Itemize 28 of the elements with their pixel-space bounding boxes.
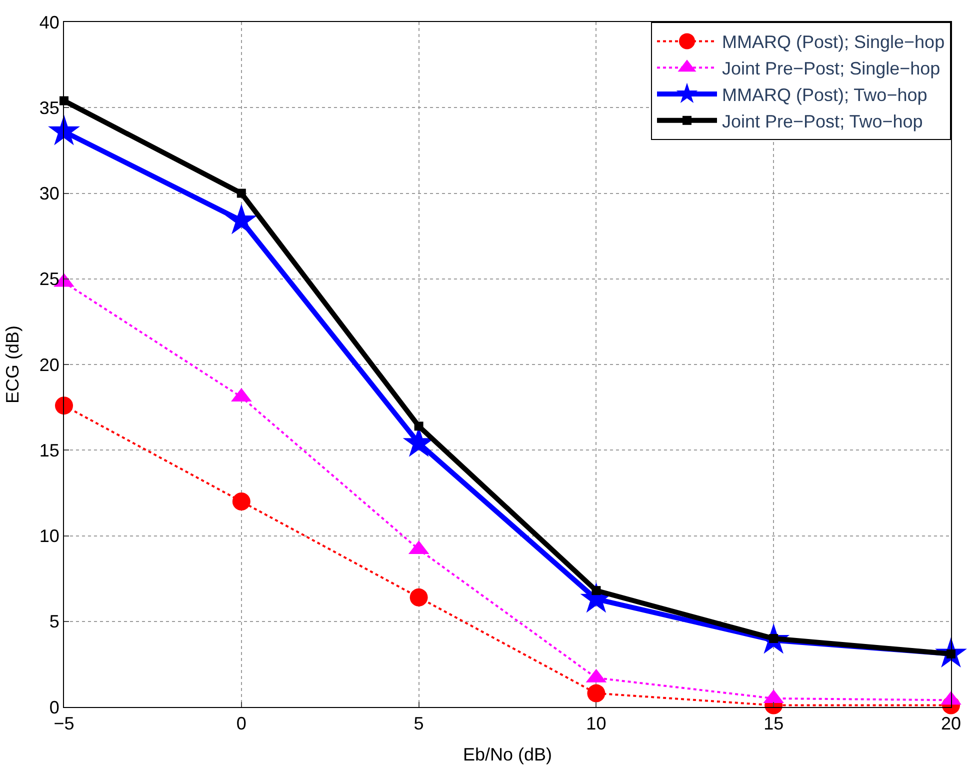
y-tick-label: 5 [49, 612, 60, 632]
y-tick-label: 25 [39, 269, 60, 290]
y-tick-label: 30 [39, 184, 60, 204]
x-tick-label: 5 [414, 714, 424, 734]
point [48, 114, 80, 146]
x-tick-label: 15 [764, 714, 784, 734]
point [55, 396, 73, 415]
point [236, 188, 246, 198]
y-tick-label: 20 [39, 354, 60, 375]
y-axis-title: ECG (dB) [2, 325, 23, 404]
legend-label: Joint Pre−Post; Two−hop [722, 111, 923, 132]
point [587, 684, 606, 702]
legend-label: Joint Pre−Post; Single−hop [722, 58, 940, 79]
y-tick-label: 15 [39, 440, 60, 460]
point [232, 492, 250, 510]
y-tick-label: 10 [39, 526, 60, 546]
y-tick-label: 35 [39, 98, 60, 118]
y-tick-label: 40 [39, 12, 60, 32]
x-axis-title: Eb/No (dB) [462, 744, 552, 765]
point [225, 204, 258, 234]
legend-label: MMARQ (Post); Two−hop [722, 85, 928, 106]
legend-label: MMARQ (Post); Single−hop [722, 32, 945, 52]
x-tick-label: 20 [940, 714, 962, 734]
point [414, 422, 424, 431]
x-tick-label: 10 [586, 714, 606, 734]
point [410, 588, 428, 606]
x-tick-label: 0 [236, 714, 246, 734]
point [592, 586, 601, 596]
